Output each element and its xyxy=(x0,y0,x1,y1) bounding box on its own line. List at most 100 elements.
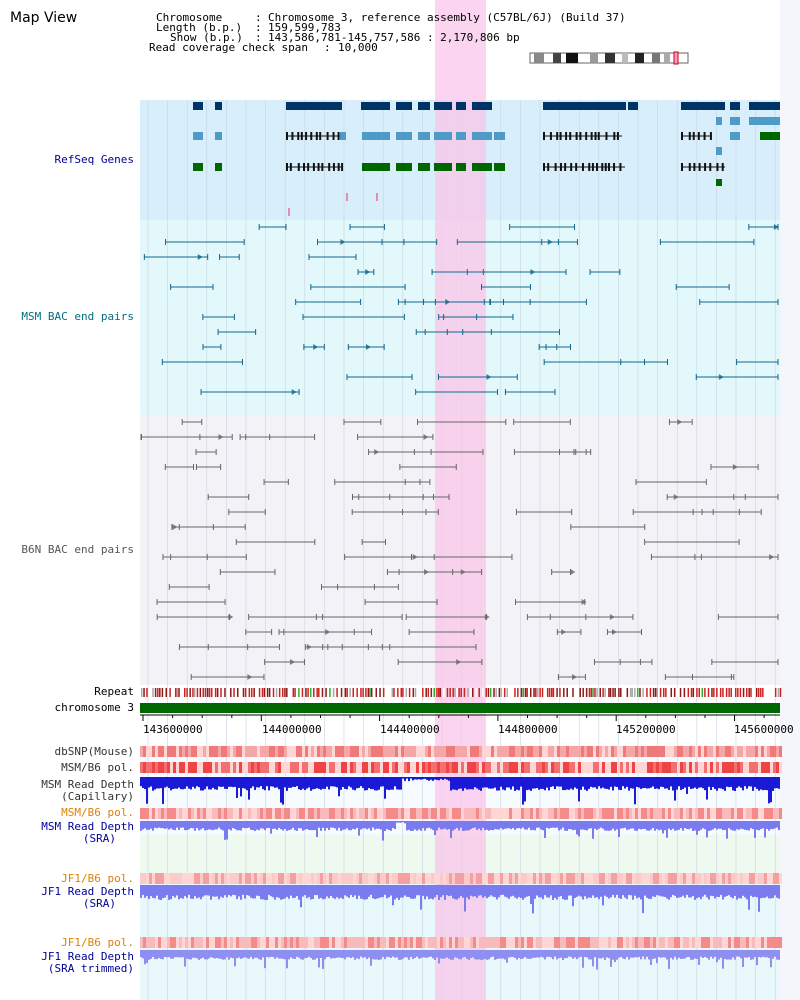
chromosome-ideogram[interactable] xyxy=(529,51,689,65)
heat-cell xyxy=(716,808,719,819)
repeat-element xyxy=(208,688,211,697)
heat-cell xyxy=(482,873,485,884)
heat-cell xyxy=(200,808,203,819)
heat-cell xyxy=(161,762,164,773)
depth-bar xyxy=(474,885,476,897)
heat-cell xyxy=(749,746,752,757)
repeat-element xyxy=(662,688,665,697)
heat-cell xyxy=(479,873,482,884)
axis-tick-label: 143600000 xyxy=(143,723,203,736)
depth-bar xyxy=(720,885,722,895)
heat-cell xyxy=(521,937,524,948)
track-label-dbsnp[interactable]: dbSNP(Mouse) xyxy=(54,745,134,758)
refseq-gene-features[interactable] xyxy=(193,102,780,216)
depth-bar xyxy=(742,777,744,791)
depth-bar xyxy=(272,885,274,898)
depth-bar xyxy=(172,885,174,897)
repeat-element xyxy=(541,688,544,697)
depth-bar xyxy=(140,950,142,958)
repeat-element xyxy=(599,688,602,697)
track-label-msm-depth-sra[interactable]: MSM Read Depth xyxy=(41,820,134,833)
depth-bar xyxy=(380,885,382,898)
depth-bar xyxy=(194,950,196,958)
track-label-chromosome[interactable]: chromosome 3 xyxy=(54,701,134,714)
depth-bar xyxy=(200,950,202,959)
heat-cell xyxy=(656,808,659,819)
depth-bar xyxy=(572,885,574,907)
depth-bar xyxy=(380,950,382,960)
track-label-b6n-bac[interactable]: B6N BAC end pairs xyxy=(21,543,134,556)
heat-cell xyxy=(671,746,674,757)
gene-exon xyxy=(721,163,724,171)
read-depth-tracks[interactable] xyxy=(140,777,780,970)
heat-cell xyxy=(143,762,146,773)
depth-bar xyxy=(608,821,610,831)
track-label-repeat[interactable]: Repeat xyxy=(94,685,134,698)
depth-bar xyxy=(456,821,458,829)
polymorphism-heat-tracks[interactable] xyxy=(140,746,782,948)
heat-cell xyxy=(716,762,719,773)
heat-cell xyxy=(275,762,278,773)
heat-cell xyxy=(152,937,155,948)
msm-bac-end-pair-features[interactable] xyxy=(143,224,779,395)
depth-bar xyxy=(150,885,152,897)
depth-bar xyxy=(656,885,658,896)
heat-cell xyxy=(161,873,164,884)
depth-bar xyxy=(460,885,462,896)
heat-cell xyxy=(317,762,320,773)
heat-cell xyxy=(683,873,686,884)
repeat-element xyxy=(321,688,324,697)
depth-bar xyxy=(716,777,718,791)
depth-bar xyxy=(598,821,600,829)
depth-bar xyxy=(752,950,754,960)
heat-cell xyxy=(206,808,209,819)
depth-bar xyxy=(322,777,324,789)
track-label-jf1-depth-trimmed[interactable]: JF1 Read Depth xyxy=(41,950,134,963)
depth-bar xyxy=(616,777,618,788)
repeat-element xyxy=(739,688,742,697)
depth-bar xyxy=(562,777,564,791)
depth-bar xyxy=(226,777,228,789)
b6n-bac-end-pair-features[interactable] xyxy=(140,419,779,680)
track-label-msm-depth-capillary[interactable]: MSM Read Depth xyxy=(41,778,134,791)
track-label-msm-bac[interactable]: MSM BAC end pairs xyxy=(21,310,134,323)
coverage-key: Read coverage check span xyxy=(149,41,308,54)
heat-cell xyxy=(518,808,521,819)
repeat-track[interactable] xyxy=(141,688,782,697)
depth-bar xyxy=(298,777,300,790)
track-label-msm-b6-pol-1[interactable]: MSM/B6 pol. xyxy=(61,761,134,774)
depth-bar xyxy=(606,885,608,897)
repeat-element xyxy=(165,688,168,697)
heat-cell xyxy=(149,937,152,948)
depth-bar xyxy=(716,821,718,830)
depth-bar xyxy=(180,777,182,790)
heat-cell xyxy=(590,746,593,757)
heat-cell xyxy=(431,808,434,819)
depth-bar xyxy=(244,885,246,899)
depth-bar xyxy=(474,777,476,788)
chromosome-bar[interactable] xyxy=(140,703,780,713)
heat-cell xyxy=(737,937,740,948)
depth-bar xyxy=(636,821,638,831)
depth-bar xyxy=(598,950,600,959)
heat-cell xyxy=(323,937,326,948)
depth-bar xyxy=(478,950,480,960)
repeat-element xyxy=(652,688,655,697)
track-label-msm-b6-pol-2[interactable]: MSM/B6 pol. xyxy=(61,806,134,819)
depth-bar xyxy=(544,885,546,896)
track-label-refseq[interactable]: RefSeq Genes xyxy=(54,153,134,166)
depth-bar xyxy=(578,821,580,837)
heat-cell xyxy=(740,937,743,948)
track-label-jf1-b6-pol-1[interactable]: JF1/B6 pol. xyxy=(61,872,134,885)
depth-bar xyxy=(614,777,616,787)
track-label-jf1-b6-pol-2[interactable]: JF1/B6 pol. xyxy=(61,936,134,949)
depth-bar xyxy=(724,821,726,830)
depth-bar xyxy=(466,777,468,790)
repeat-element xyxy=(517,688,519,697)
heat-cell xyxy=(476,762,479,773)
track-label-jf1-depth-sra[interactable]: JF1 Read Depth xyxy=(41,885,134,898)
heat-cell xyxy=(458,762,461,773)
depth-bar xyxy=(656,950,658,964)
heat-cell xyxy=(530,746,533,757)
